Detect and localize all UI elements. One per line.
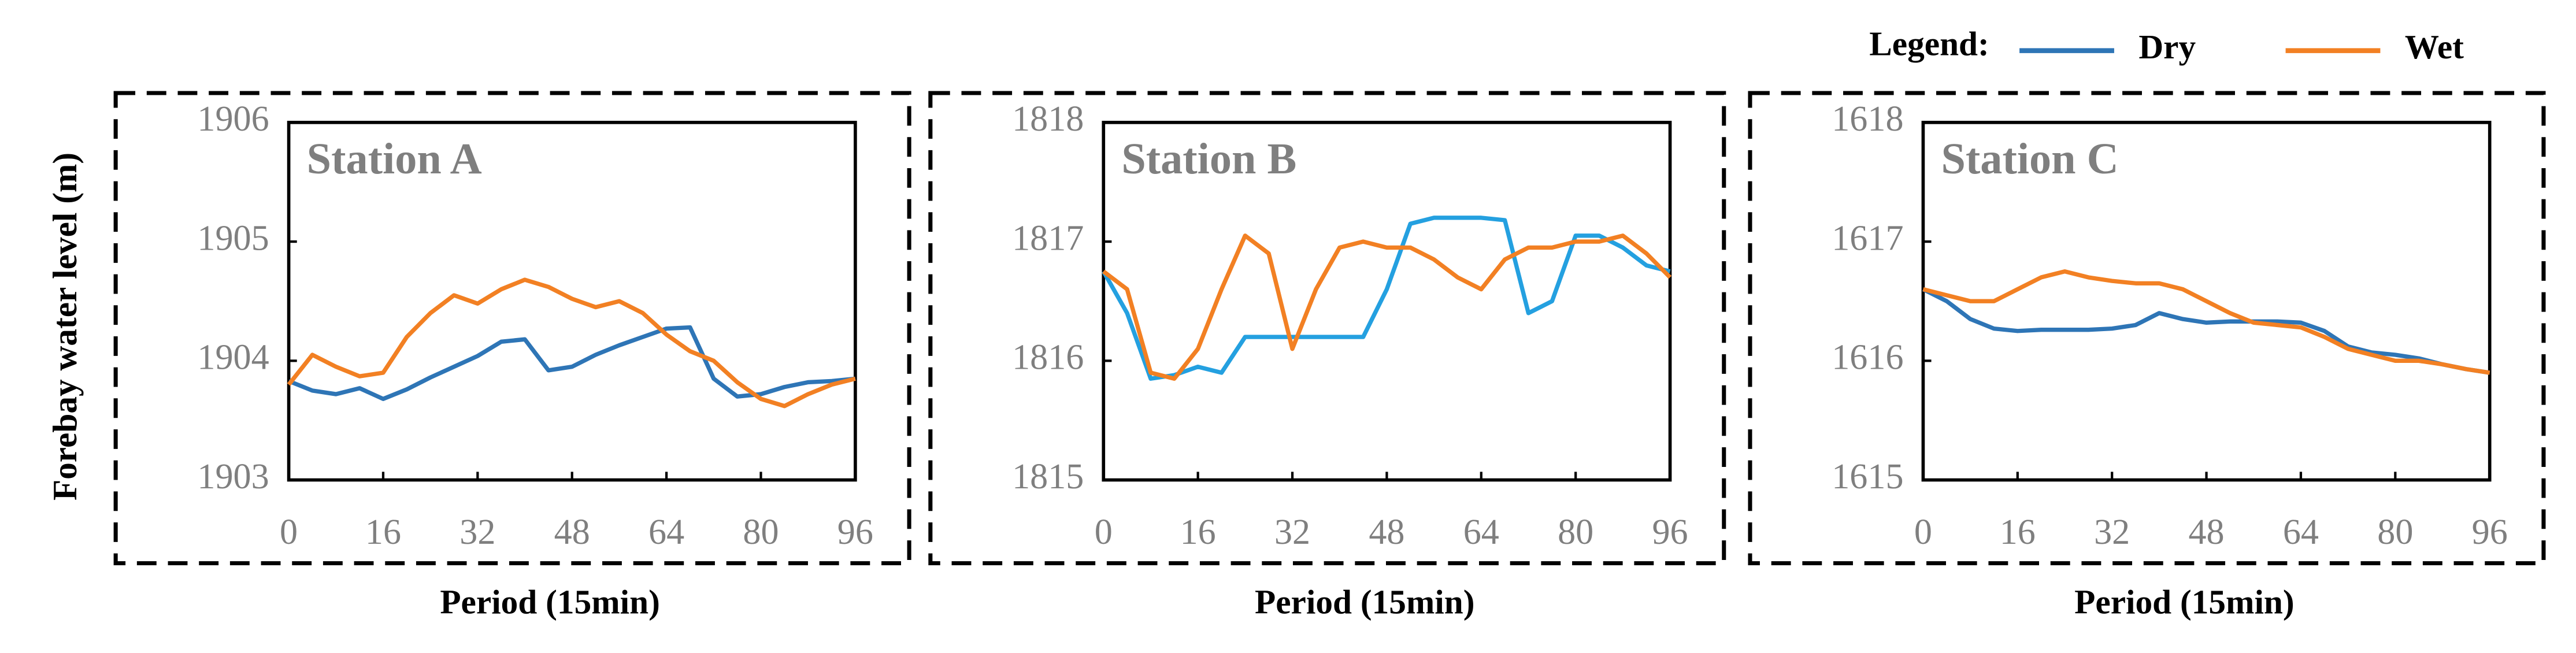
data-line <box>1922 269 2490 375</box>
x-tick-label: 32 <box>459 513 495 552</box>
y-tick-label: 1903 <box>197 457 269 496</box>
x-tick-label: 80 <box>743 513 779 552</box>
x-tick-label: 0 <box>1914 513 1932 552</box>
panel-frame <box>113 91 911 566</box>
legend-label: Dry <box>2138 28 2196 66</box>
x-tick-label: 80 <box>2377 513 2413 552</box>
plot-area <box>287 121 857 482</box>
data-line <box>1102 216 1671 381</box>
x-tick-label: 48 <box>1369 513 1404 552</box>
x-tick-label: 64 <box>2283 513 2319 552</box>
chart-title: Station B <box>1121 135 1296 183</box>
y-tick-label: 1817 <box>1012 218 1084 258</box>
y-tick-label: 1906 <box>197 99 269 139</box>
data-line <box>1922 287 2490 375</box>
x-tick-label: 0 <box>280 513 298 552</box>
y-tick-label: 1905 <box>197 218 269 258</box>
x-axis-label: Period (15min) <box>1255 583 1475 621</box>
x-tick-label: 0 <box>1095 513 1113 552</box>
x-axis-label: Period (15min) <box>2074 583 2295 621</box>
x-axis-label: Period (15min) <box>440 583 660 621</box>
y-tick-label: 1818 <box>1012 99 1084 139</box>
y-tick-label: 1618 <box>1832 99 1903 139</box>
x-tick-label: 64 <box>1463 513 1499 552</box>
y-tick-label: 1815 <box>1012 457 1084 496</box>
y-tick-label: 1615 <box>1832 457 1903 496</box>
chart-title: Station C <box>1941 135 2119 183</box>
plot-area <box>1102 121 1672 482</box>
x-tick-label: 16 <box>1180 513 1216 552</box>
panel-frame <box>928 91 1726 566</box>
x-tick-label: 16 <box>365 513 401 552</box>
x-tick-label: 48 <box>554 513 590 552</box>
data-line <box>288 325 856 401</box>
x-tick-label: 96 <box>837 513 873 552</box>
y-tick-label: 1904 <box>197 338 269 377</box>
legend-title: Legend: <box>1869 25 1989 63</box>
x-tick-label: 48 <box>2188 513 2224 552</box>
x-tick-label: 32 <box>1274 513 1310 552</box>
x-tick-label: 96 <box>2472 513 2508 552</box>
data-line <box>287 277 856 409</box>
legend-label: Wet <box>2405 28 2464 66</box>
data-line <box>1102 233 1672 381</box>
chart-title: Station A <box>307 135 482 183</box>
x-tick-label: 96 <box>1652 513 1688 552</box>
panel-frame <box>1748 91 2546 566</box>
x-tick-label: 80 <box>1558 513 1593 552</box>
y-tick-label: 1816 <box>1012 338 1084 377</box>
x-tick-label: 16 <box>2000 513 2036 552</box>
x-tick-label: 64 <box>648 513 684 552</box>
y-axis-label: Forebay water level (m) <box>46 153 84 500</box>
y-tick-label: 1617 <box>1832 218 1903 258</box>
y-tick-label: 1616 <box>1832 338 1903 377</box>
x-tick-label: 32 <box>2094 513 2130 552</box>
